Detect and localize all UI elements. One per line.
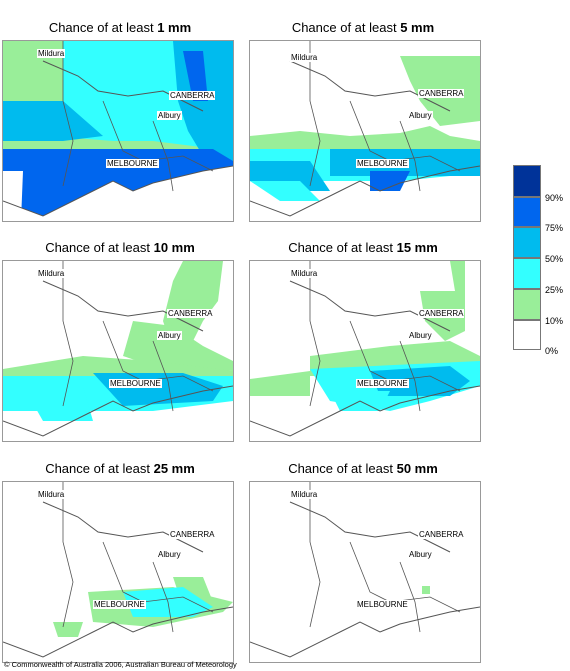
legend-label-10: 10% (545, 316, 564, 326)
map-25mm: Mildura CANBERRA Albury MELBOURNE (2, 481, 234, 663)
city-label-albury: Albury (408, 550, 433, 559)
city-label-mildura: Mildura (290, 490, 319, 499)
map-5mm-graphic (250, 41, 480, 217)
panel-title-10mm: Chance of at least 10 mm (45, 240, 195, 255)
legend-swatch-50 (513, 227, 541, 258)
city-label-canberra: CANBERRA (418, 89, 465, 98)
map-1mm: Mildura CANBERRA Albury MELBOURNE (2, 40, 234, 222)
city-label-canberra: CANBERRA (169, 530, 216, 539)
city-label-mildura: Mildura (290, 269, 319, 278)
legend-swatch-0 (513, 320, 541, 350)
city-label-melbourne: MELBOURNE (109, 379, 162, 388)
city-label-mildura: Mildura (37, 490, 66, 499)
map-10mm-graphic (3, 261, 233, 437)
city-label-mildura: Mildura (37, 269, 66, 278)
city-label-canberra: CANBERRA (169, 91, 216, 100)
panel-title-15mm: Chance of at least 15 mm (288, 240, 438, 255)
map-10mm: Mildura CANBERRA Albury MELBOURNE (2, 260, 234, 442)
city-label-albury: Albury (157, 111, 182, 120)
city-label-melbourne: MELBOURNE (106, 159, 159, 168)
legend-label-0: 0% (545, 346, 559, 356)
map-5mm: Mildura CANBERRA Albury MELBOURNE (249, 40, 481, 222)
city-label-melbourne: MELBOURNE (356, 379, 409, 388)
city-label-albury: Albury (157, 550, 182, 559)
city-label-canberra: CANBERRA (167, 309, 214, 318)
panel-title-25mm: Chance of at least 25 mm (45, 461, 195, 476)
legend-swatch-10 (513, 289, 541, 320)
legend-label-50: 50% (545, 254, 564, 264)
legend-swatch-75 (513, 197, 541, 227)
map-1mm-graphic (3, 41, 233, 221)
city-label-mildura: Mildura (290, 53, 319, 62)
map-50mm-graphic (250, 482, 480, 658)
city-label-melbourne: MELBOURNE (93, 600, 146, 609)
legend-label-25: 25% (545, 285, 564, 295)
panel-title-5mm: Chance of at least 5 mm (291, 20, 435, 35)
map-15mm-graphic (250, 261, 480, 437)
city-label-melbourne: MELBOURNE (356, 159, 409, 168)
map-50mm: Mildura CANBERRA Albury MELBOURNE (249, 481, 481, 663)
map-15mm: Mildura CANBERRA Albury MELBOURNE (249, 260, 481, 442)
city-label-albury: Albury (157, 331, 182, 340)
city-label-canberra: CANBERRA (418, 530, 465, 539)
panel-title-1mm: Chance of at least 1 mm (48, 20, 192, 35)
legend-label-75: 75% (545, 223, 564, 233)
legend-swatch-25 (513, 258, 541, 289)
city-label-albury: Albury (408, 111, 433, 120)
copyright-notice: © Commonwealth of Australia 2006, Austra… (4, 660, 237, 669)
legend-label-90: 90% (545, 193, 564, 203)
city-label-albury: Albury (408, 331, 433, 340)
map-25mm-graphic (3, 482, 233, 658)
city-label-canberra: CANBERRA (418, 309, 465, 318)
panel-title-50mm: Chance of at least 50 mm (288, 461, 438, 476)
city-label-mildura: Mildura (37, 49, 66, 58)
city-label-melbourne: MELBOURNE (356, 600, 409, 609)
legend-swatch-90 (513, 165, 541, 197)
